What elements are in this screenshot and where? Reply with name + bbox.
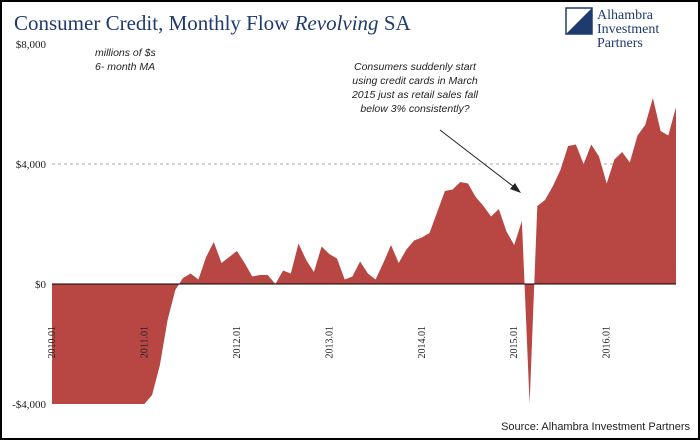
annotation: Consumers suddenly start using credit ca…	[351, 61, 521, 193]
arrow-head	[510, 183, 521, 193]
title-part: SA	[384, 11, 412, 35]
x-tick-label: 2013.01	[324, 326, 335, 359]
x-tick-label: 2011.01	[139, 326, 150, 358]
unit-note: millions of $s	[95, 47, 156, 59]
logo-text: Alhambra	[597, 8, 654, 23]
annotation-line: using credit cards in March	[352, 75, 478, 87]
annotation-line: below 3% consistently?	[360, 103, 469, 115]
plot: -$4,000 $0 $4,000 $8,000 2010.01 2011.01 2012.…	[12, 39, 676, 411]
title-part: Consumer Credit, Monthly Flow	[14, 11, 290, 35]
logo-text: Investment	[597, 22, 659, 37]
y-tick-label: $8,000	[16, 39, 47, 51]
annotation-line: 2015 just as retail sales fall	[351, 89, 479, 101]
x-tick-label: 2010.01	[47, 326, 58, 359]
chart-title: Consumer Credit, Monthly Flow Revolving …	[14, 11, 411, 35]
x-tick-label: 2016.01	[602, 326, 613, 359]
x-tick-label: 2015.01	[509, 326, 520, 359]
x-tick-label: 2012.01	[232, 326, 243, 359]
logo: Alhambra Investment Partners	[565, 7, 659, 51]
annotation-line: Consumers suddenly start	[354, 61, 477, 73]
y-tick-label: $0	[35, 279, 47, 291]
annotation-arrow	[439, 129, 519, 191]
y-tick-label: $4,000	[16, 159, 47, 171]
title-emphasis: Revolving	[294, 11, 379, 35]
unit-note: 6- month MA	[95, 61, 155, 73]
y-tick-label: -$4,000	[12, 399, 46, 411]
logo-mark	[566, 8, 592, 34]
source: Source: Alhambra Investment Partners	[501, 421, 690, 433]
x-tick-label: 2014.01	[417, 326, 428, 359]
area	[52, 98, 676, 404]
logo-text: Partners	[597, 36, 643, 51]
